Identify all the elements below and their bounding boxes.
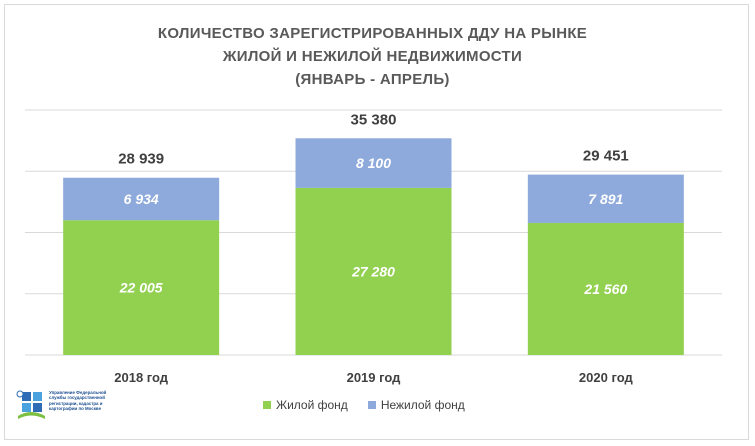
chart-legend: Жилой фонд Нежилой фонд [263,398,465,412]
total-label: 35 380 [351,111,397,128]
legend-item-non-residential: Нежилой фонд [367,398,465,412]
bar-segment-residential [63,220,220,355]
bar-segment-non-residential [527,174,684,223]
category-tick-label: 2019 год [347,370,402,385]
data-label: 7 891 [588,191,623,207]
data-label: 6 934 [124,191,159,207]
legend-swatch-residential [263,401,271,409]
data-label: 22 005 [119,280,163,296]
chart-title-line-2: ЖИЛОЙ И НЕЖИЛОЙ НЕДВИЖИМОСТИ [222,48,523,65]
legend-label-non-residential: Нежилой фонд [380,398,465,412]
data-label: 27 280 [351,263,395,279]
data-label: 21 560 [583,281,627,297]
chart-title-line-1: КОЛИЧЕСТВО ЗАРЕГИСТРИРОВАННЫХ ДДУ НА РЫН… [157,25,588,42]
rosreestr-logo: Управление Федеральной службы государств… [14,386,124,430]
logo-line-1: Управление Федеральной [49,390,107,395]
total-label: 29 451 [583,148,629,165]
category-tick-label: 2018 год [114,370,169,385]
logo-line-3: регистрации, кадастра и [49,400,103,406]
chart-title-line-3: (ЯНВАРЬ - АПРЕЛЬ) [295,71,450,88]
legend-item-residential: Жилой фонд [263,398,348,412]
rosreestr-emblem-icon [16,390,45,419]
category-tick-label: 2020 год [579,370,634,385]
legend-label-residential: Жилой фонд [276,398,348,412]
logo-line-2: службы государственной [49,395,105,401]
logo-line-4: картографии по Москве [49,406,102,412]
bar-segment-non-residential [63,177,220,221]
data-label: 8 100 [356,155,391,171]
bar-segment-residential [527,222,684,355]
legend-swatch-non-residential [367,401,376,409]
bar-segment-residential [295,187,452,355]
rosreestr-logo-text: Управление Федеральной службы государств… [49,390,129,412]
bar-segment-non-residential [295,138,452,188]
total-label: 28 939 [118,151,164,168]
chart-title: КОЛИЧЕСТВО ЗАРЕГИСТРИРОВАННЫХ ДДУ НА РЫН… [0,22,745,91]
